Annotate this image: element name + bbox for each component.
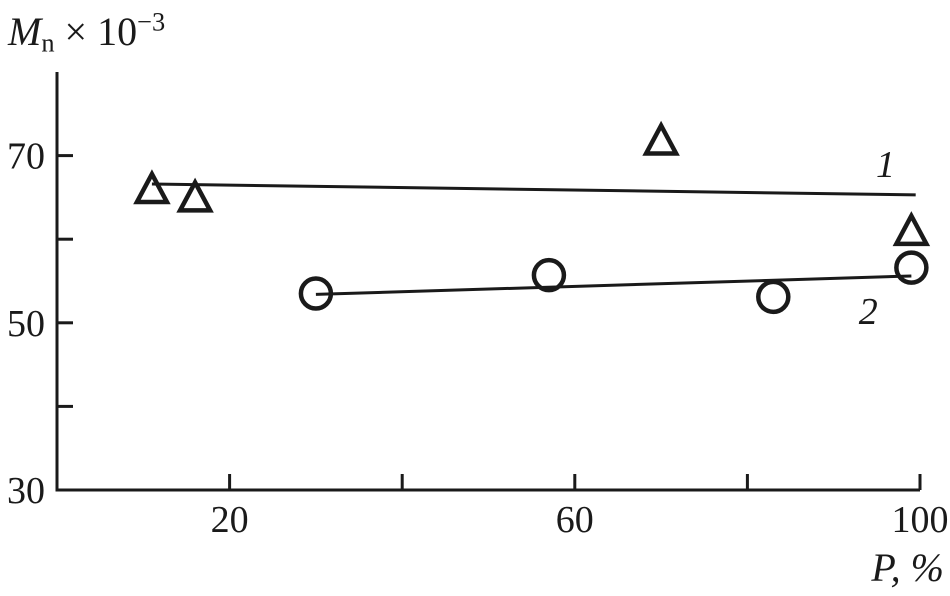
y-tick-label: 70 (7, 136, 45, 178)
series-label-2: 2 (859, 291, 878, 333)
trend-line-2 (315, 274, 912, 296)
y-axis-exponent: −3 (137, 6, 166, 37)
y-tick-label: 50 (7, 303, 45, 345)
circle-marker (298, 276, 334, 311)
x-tick-label: 60 (556, 499, 594, 541)
trend-line-1 (151, 182, 916, 197)
x-tick-label: 20 (211, 499, 249, 541)
x-axis-title: P, % (871, 548, 944, 588)
y-axis-variable: M (8, 9, 42, 54)
triangle-marker (642, 120, 680, 156)
y-axis-multiplier: × 10 (54, 9, 138, 54)
circle-marker (756, 279, 791, 315)
circle-marker (894, 250, 929, 285)
y-axis-subscript: n (41, 27, 55, 58)
circle-marker (531, 257, 567, 293)
x-axis-unit: , % (890, 545, 944, 590)
y-axis-title: Mn × 10−3 (8, 8, 165, 56)
x-axis-variable: P (871, 545, 891, 590)
series-label-1: 1 (876, 144, 895, 186)
triangle-marker (892, 211, 931, 247)
y-tick-label: 30 (7, 470, 45, 512)
triangle-marker (176, 177, 214, 213)
x-tick-label: 100 (892, 499, 949, 541)
triangle-marker (133, 169, 171, 205)
